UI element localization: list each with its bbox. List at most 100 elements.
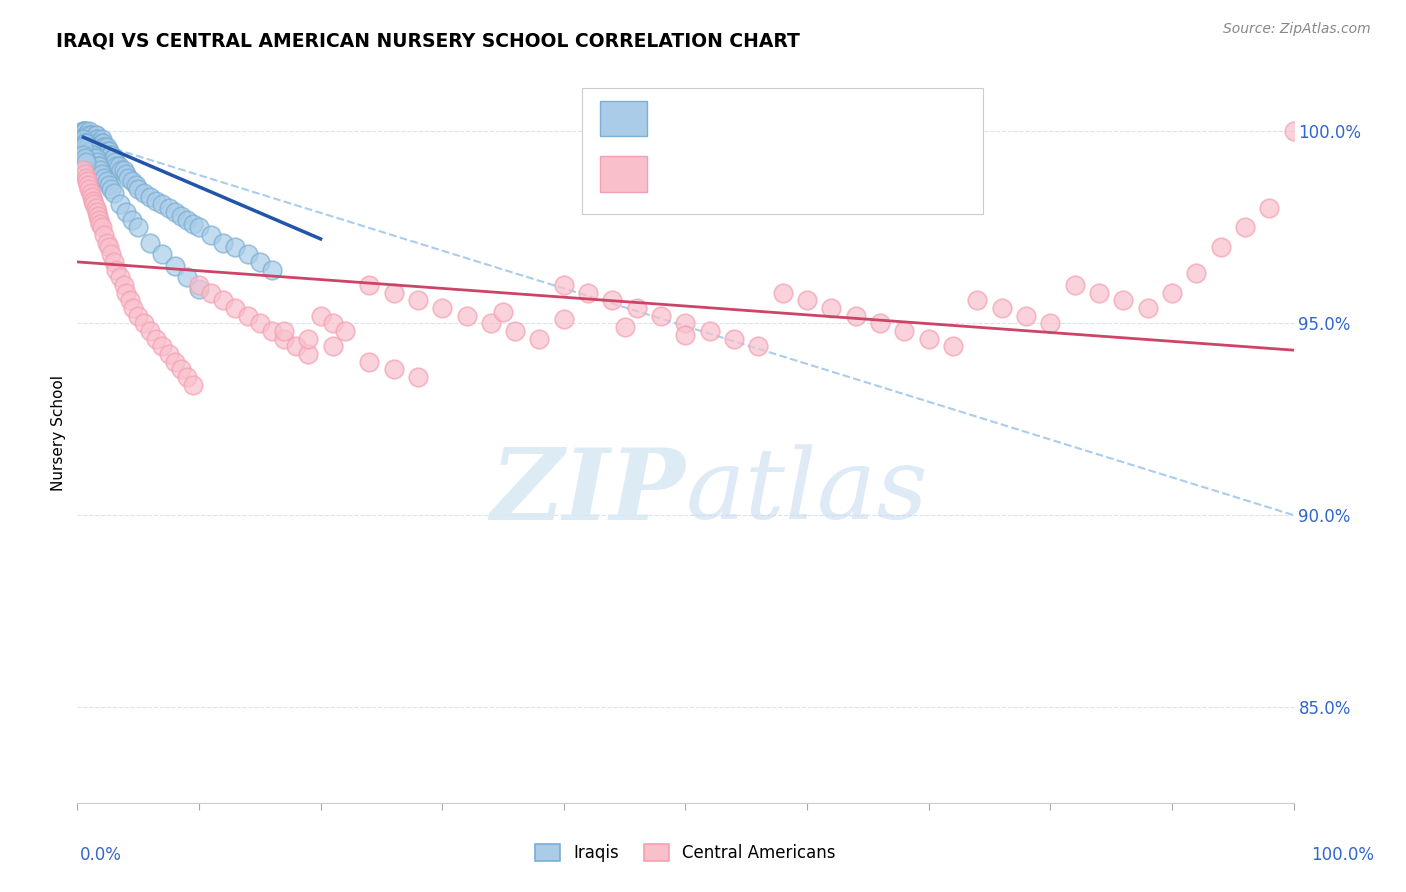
Point bbox=[918, 332, 941, 346]
Point bbox=[273, 332, 295, 346]
Point bbox=[76, 128, 98, 143]
Point bbox=[91, 136, 114, 150]
Text: 100.0%: 100.0% bbox=[1312, 846, 1374, 863]
Point bbox=[80, 147, 103, 161]
Point bbox=[188, 277, 211, 292]
Point bbox=[93, 228, 115, 243]
Point bbox=[97, 144, 120, 158]
Text: IRAQI VS CENTRAL AMERICAN NURSERY SCHOOL CORRELATION CHART: IRAQI VS CENTRAL AMERICAN NURSERY SCHOOL… bbox=[56, 31, 800, 50]
Text: -0.132: -0.132 bbox=[697, 164, 762, 183]
Legend: Iraqis, Central Americans: Iraqis, Central Americans bbox=[529, 837, 842, 869]
Point bbox=[97, 144, 120, 158]
Point bbox=[96, 174, 118, 188]
Point bbox=[170, 362, 193, 376]
Point bbox=[1185, 267, 1208, 281]
Point bbox=[212, 235, 235, 250]
Point bbox=[103, 152, 125, 166]
Point bbox=[87, 136, 110, 150]
Point bbox=[75, 128, 97, 143]
Point bbox=[103, 186, 125, 200]
Point bbox=[72, 124, 94, 138]
Point bbox=[115, 285, 138, 300]
Point bbox=[139, 235, 162, 250]
Point bbox=[145, 332, 167, 346]
Point bbox=[121, 212, 143, 227]
Point bbox=[87, 136, 110, 150]
Point bbox=[77, 132, 100, 146]
Point bbox=[869, 316, 891, 330]
Point bbox=[79, 144, 101, 158]
Point bbox=[90, 136, 112, 150]
Point bbox=[96, 235, 118, 250]
Point bbox=[89, 144, 111, 158]
Text: 99: 99 bbox=[858, 164, 886, 183]
Point bbox=[76, 174, 98, 188]
Point bbox=[675, 316, 697, 330]
Point bbox=[176, 212, 198, 227]
Point bbox=[382, 285, 405, 300]
FancyBboxPatch shape bbox=[600, 156, 647, 192]
Point bbox=[75, 155, 97, 169]
Point bbox=[134, 316, 156, 330]
Point bbox=[176, 270, 198, 285]
Point bbox=[89, 162, 111, 177]
Point bbox=[105, 262, 128, 277]
Point bbox=[87, 209, 110, 223]
Point bbox=[382, 362, 405, 376]
Point bbox=[1015, 309, 1038, 323]
Point bbox=[73, 167, 96, 181]
Point bbox=[157, 347, 180, 361]
Point bbox=[83, 140, 105, 154]
Point bbox=[212, 293, 235, 308]
Point bbox=[86, 132, 108, 146]
Point bbox=[86, 132, 108, 146]
Point bbox=[127, 220, 149, 235]
Point bbox=[73, 124, 96, 138]
Point bbox=[80, 132, 103, 146]
Point bbox=[76, 140, 98, 154]
Point bbox=[576, 285, 599, 300]
Point bbox=[100, 147, 122, 161]
Point bbox=[77, 140, 100, 154]
Point bbox=[529, 332, 551, 346]
Point bbox=[163, 259, 186, 273]
Point bbox=[75, 170, 97, 185]
Point bbox=[108, 197, 131, 211]
Point bbox=[1063, 277, 1085, 292]
Point bbox=[82, 140, 104, 154]
Point bbox=[613, 320, 636, 334]
Point bbox=[77, 178, 100, 193]
Point bbox=[86, 205, 108, 219]
Point bbox=[285, 339, 308, 353]
Point bbox=[796, 293, 818, 308]
Point bbox=[966, 293, 988, 308]
Point bbox=[188, 282, 211, 296]
Point bbox=[108, 270, 131, 285]
Point bbox=[492, 305, 515, 319]
Point bbox=[79, 124, 101, 138]
Point bbox=[236, 247, 259, 261]
Point bbox=[83, 152, 105, 166]
Point bbox=[675, 327, 697, 342]
Text: 104: 104 bbox=[858, 109, 898, 128]
Point bbox=[125, 178, 148, 193]
Point bbox=[479, 316, 502, 330]
Point bbox=[145, 194, 167, 208]
Point bbox=[845, 309, 868, 323]
Y-axis label: Nursery School: Nursery School bbox=[51, 375, 66, 491]
Point bbox=[100, 247, 122, 261]
Point bbox=[650, 309, 672, 323]
Point bbox=[96, 140, 118, 154]
Point bbox=[89, 140, 111, 154]
Point bbox=[297, 347, 319, 361]
Point bbox=[456, 309, 478, 323]
Point bbox=[406, 293, 429, 308]
Point bbox=[76, 132, 98, 146]
Point bbox=[1209, 239, 1232, 253]
Point bbox=[107, 159, 129, 173]
Point bbox=[84, 128, 107, 143]
Point bbox=[73, 136, 96, 150]
Point bbox=[152, 339, 174, 353]
Point bbox=[72, 124, 94, 138]
Text: N =: N = bbox=[820, 109, 859, 127]
